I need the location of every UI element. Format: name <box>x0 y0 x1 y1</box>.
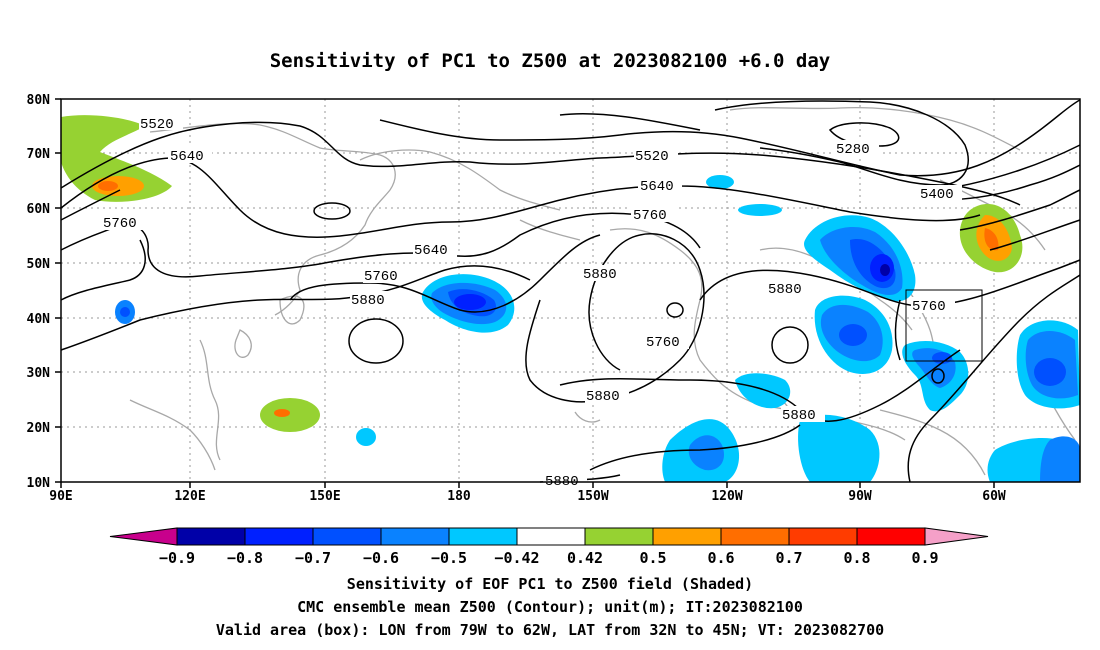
lon-label-90w: 90W <box>848 489 872 504</box>
contour-label-5760a: 5760 <box>103 216 137 232</box>
colorbar-tick-label: 0.5 <box>639 549 666 567</box>
colorbar-tick-label: 0.6 <box>707 549 734 567</box>
colorbar-tick-label: −0.9 <box>159 549 195 567</box>
valid-area-box <box>905 289 983 362</box>
sensitivity-shading <box>61 115 1080 482</box>
caption-contour: CMC ensemble mean Z500 (Contour); unit(m… <box>297 598 803 616</box>
contour-label-5760b: 5760 <box>633 208 667 224</box>
colorbar-tick-label: 0.9 <box>911 549 938 567</box>
colorbar-tick-label: −0.8 <box>227 549 263 567</box>
lat-label-10n: 10N <box>27 476 51 491</box>
lon-label-60w: 60W <box>982 489 1006 504</box>
contour-label-5280: 5280 <box>836 142 870 158</box>
colorbar-tick-label: −0.6 <box>363 549 399 567</box>
contour-label-5520b: 5520 <box>635 149 669 165</box>
caption-valid-area: Valid area (box): LON from 79W to 62W, L… <box>215 621 885 639</box>
contour-label-5880d: 5880 <box>586 389 620 405</box>
lat-label-30n: 30N <box>27 366 51 381</box>
lat-label-80n: 80N <box>27 93 51 108</box>
colorbar-segment <box>720 527 790 546</box>
colorbar: −0.9 −0.8 −0.7 −0.6 −0.5 −0.42 0.42 0.5 0.6 0.7 0.… <box>109 527 989 567</box>
lat-label-70n: 70N <box>27 147 51 162</box>
contour-label-5760e: 5760 <box>912 299 946 315</box>
lat-label-50n: 50N <box>27 257 51 272</box>
colorbar-segment <box>516 527 586 546</box>
colorbar-segment <box>856 527 926 546</box>
colorbar-tick-label: −0.5 <box>431 549 467 567</box>
axis-ticks <box>55 98 995 488</box>
colorbar-tick-label: 0.7 <box>775 549 802 567</box>
contour-label-5760d: 5760 <box>646 335 680 351</box>
z500-contours <box>60 99 1081 483</box>
lon-label-120w: 120W <box>711 489 742 504</box>
contour-label-5640c: 5640 <box>414 243 448 259</box>
colorbar-segment <box>380 527 450 546</box>
colorbar-tick-label: 0.42 <box>567 549 603 567</box>
lon-label-150e: 150E <box>309 489 340 504</box>
caption-shaded: Sensitivity of EOF PC1 to Z500 field (Sh… <box>346 575 754 593</box>
lat-label-20n: 20N <box>27 421 51 436</box>
colorbar-segment <box>652 527 722 546</box>
lon-label-120e: 120E <box>174 489 205 504</box>
lat-label-60n: 60N <box>27 202 51 217</box>
contour-label-5760c: 5760 <box>364 269 398 285</box>
map-title: Sensitivity of PC1 to Z500 at 2023082100… <box>269 50 831 72</box>
colorbar-segment <box>788 527 858 546</box>
colorbar-low-triangle <box>109 527 178 546</box>
colorbar-segment <box>176 527 246 546</box>
colorbar-segment <box>244 527 314 546</box>
contour-label-5400: 5400 <box>920 187 954 203</box>
contour-label-5880a: 5880 <box>351 293 385 309</box>
gridlines <box>61 99 1080 482</box>
lon-label-90e: 90E <box>49 489 72 504</box>
colorbar-high-triangle <box>924 527 989 546</box>
colorbar-tick-label: −0.42 <box>494 549 539 567</box>
contour-label-5640a: 5640 <box>170 149 204 165</box>
map-frame <box>60 98 1081 483</box>
lat-label-40n: 40N <box>27 312 51 327</box>
lon-label-180: 180 <box>447 489 471 504</box>
lon-label-150w: 150W <box>577 489 608 504</box>
colorbar-segment <box>312 527 382 546</box>
contour-label-5880e: 5880 <box>782 408 816 424</box>
colorbar-tick-label: 0.8 <box>843 549 870 567</box>
colorbar-segment <box>448 527 518 546</box>
contour-label-5520a: 5520 <box>140 117 174 133</box>
colorbar-tick-label: −0.7 <box>295 549 331 567</box>
contour-label-5640b: 5640 <box>640 179 674 195</box>
colorbar-segment <box>584 527 654 546</box>
contour-label-5880b: 5880 <box>583 267 617 283</box>
contour-label-5880c: 5880 <box>768 282 802 298</box>
